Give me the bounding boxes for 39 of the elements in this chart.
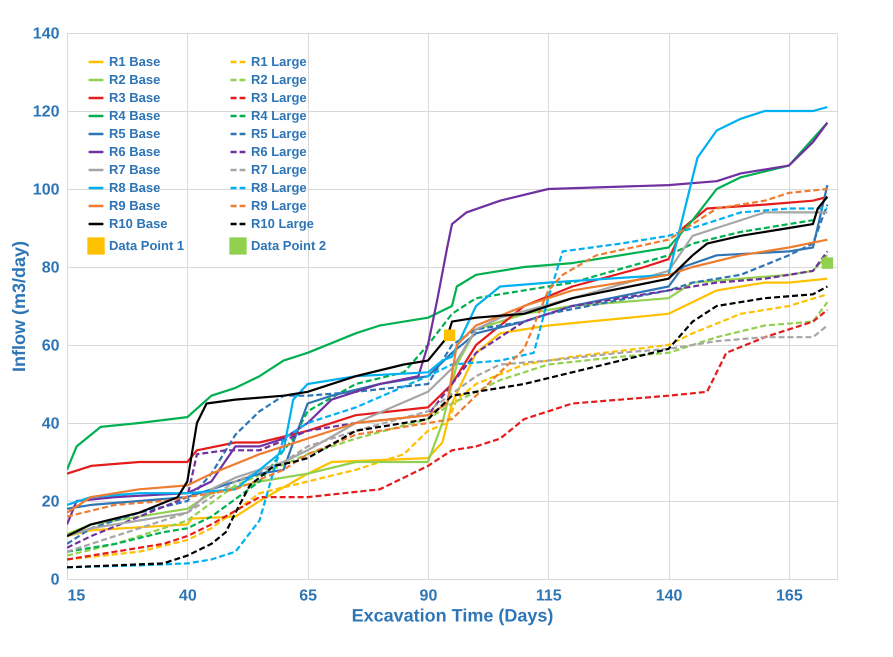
legend-label: R10 Base: [109, 216, 168, 231]
legend-label: R6 Large: [251, 144, 307, 159]
x-tick-label: 140: [656, 588, 683, 604]
y-tick-label: 100: [32, 182, 60, 198]
legend-label: R8 Base: [109, 180, 160, 195]
x-tick-label: 15: [68, 588, 86, 604]
legend-label: R3 Large: [251, 90, 307, 105]
y-tick-label: 60: [42, 338, 60, 354]
legend-label: R1 Base: [109, 54, 160, 69]
legend-label: R4 Base: [109, 108, 160, 123]
legend-label: R6 Base: [109, 144, 160, 159]
legend-label: R5 Base: [109, 126, 160, 141]
legend-label: R5 Large: [251, 126, 307, 141]
x-tick-label: 65: [299, 588, 318, 604]
legend-label: R7 Base: [109, 162, 160, 177]
legend-label: R2 Base: [109, 72, 160, 87]
legend-label: R10 Large: [251, 216, 314, 231]
legend-label: R8 Large: [251, 180, 307, 195]
y-tick-label: 20: [42, 494, 60, 510]
legend-label: Data Point 1: [109, 238, 184, 253]
legend-label: Data Point 2: [251, 238, 326, 253]
legend-label: R3 Base: [109, 90, 160, 105]
y-tick-label: 40: [42, 416, 60, 432]
y-tick-label: 120: [32, 104, 60, 120]
y-axis-title: Inflow (m3/day): [8, 240, 29, 372]
x-tick-label: 40: [178, 588, 197, 604]
y-tick-label: 80: [42, 260, 60, 276]
legend-label: R7 Large: [251, 162, 307, 177]
legend-label: R9 Large: [251, 198, 307, 213]
x-tick-label: 115: [536, 588, 562, 604]
legend-label: R9 Base: [109, 198, 160, 213]
y-tick-label: 0: [50, 572, 60, 588]
legend-label: R2 Large: [251, 72, 307, 87]
y-tick-label: 140: [32, 26, 60, 42]
legend-label: R4 Large: [251, 108, 307, 123]
x-axis-title: Excavation Time (Days): [352, 606, 554, 626]
legend-label: R1 Large: [251, 54, 307, 69]
x-tick-label: 165: [776, 588, 803, 604]
x-tick-label: 90: [420, 588, 438, 604]
